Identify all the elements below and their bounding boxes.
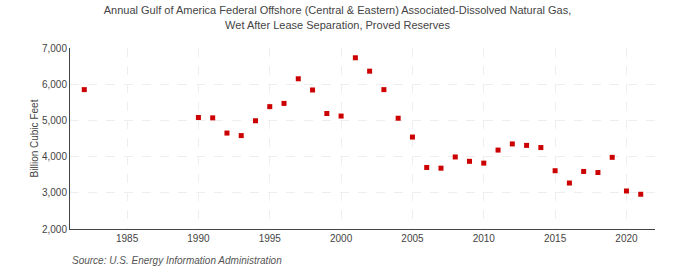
svg-text:2005: 2005 (401, 233, 424, 244)
svg-text:1995: 1995 (259, 233, 282, 244)
svg-text:2020: 2020 (615, 233, 638, 244)
svg-text:2010: 2010 (473, 233, 496, 244)
svg-text:5,000: 5,000 (42, 115, 67, 126)
svg-text:2,000: 2,000 (42, 224, 67, 235)
svg-text:4,000: 4,000 (42, 151, 67, 162)
svg-text:Annual Gulf of America Federal: Annual Gulf of America Federal Offshore … (104, 4, 572, 30)
svg-text:1985: 1985 (116, 233, 139, 244)
svg-text:Source: U.S. Energy Informatio: Source: U.S. Energy Information Administ… (72, 255, 282, 266)
svg-text:6,000: 6,000 (42, 79, 67, 90)
svg-text:2015: 2015 (544, 233, 567, 244)
svg-text:7,000: 7,000 (42, 43, 67, 54)
svg-text:Billion Cubic Feet: Billion Cubic Feet (29, 99, 40, 177)
svg-text:2000: 2000 (330, 233, 353, 244)
svg-text:1990: 1990 (187, 233, 210, 244)
svg-text:3,000: 3,000 (42, 187, 67, 198)
